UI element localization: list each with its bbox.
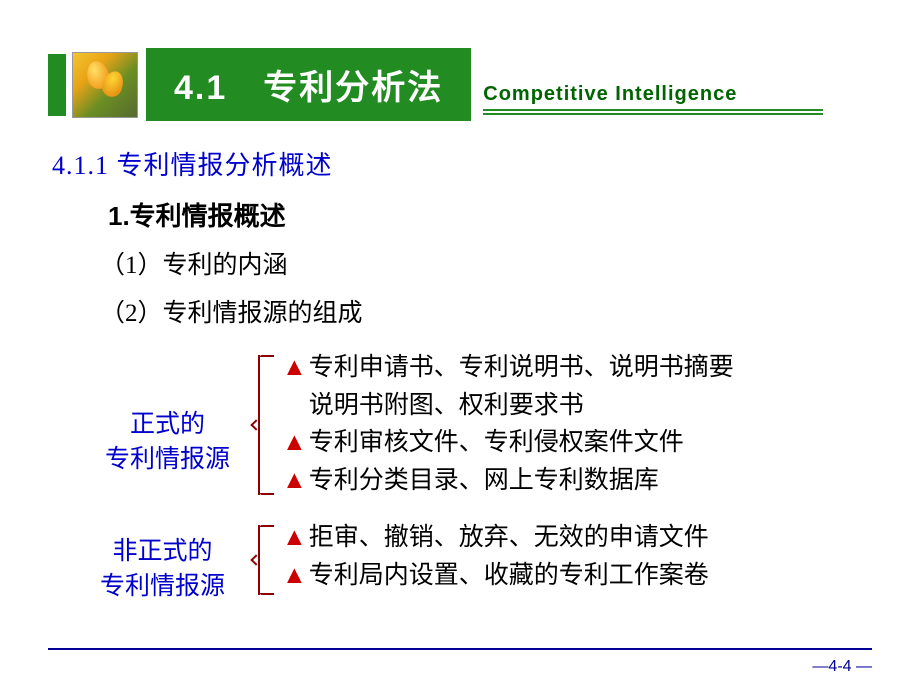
item-group-informal: ▲拒审、撤销、放弃、无效的申请文件 ▲专利局内设置、收藏的专利工作案卷	[282, 519, 709, 594]
item-text: 专利审核文件、专利侵权案件文件	[309, 429, 684, 456]
list-item: ▲专利分类目录、网上专利数据库	[282, 462, 734, 500]
header-row: 4.1 专利分析法 Competitive Intelligence	[0, 0, 920, 121]
subtitle-text: Competitive Intelligence	[483, 83, 823, 106]
label-line: 专利情报源	[100, 573, 225, 600]
list-item: ▲专利审核文件、专利侵权案件文件	[282, 424, 734, 462]
section-heading: 4.1.1 专利情报分析概述	[52, 145, 920, 182]
label-line: 非正式的	[113, 538, 213, 565]
category-label-formal: 正式的 专利情报源	[105, 407, 230, 477]
item-text: 专利分类目录、网上专利数据库	[309, 467, 659, 494]
category-label-informal: 非正式的 专利情报源	[100, 534, 225, 604]
brace-bracket-1	[258, 355, 282, 495]
triangle-marker-icon: ▲	[282, 524, 307, 551]
triangle-marker-icon: ▲	[282, 562, 307, 589]
triangle-marker-icon: ▲	[282, 354, 307, 381]
bullet-point-1: （1）专利的内涵	[100, 245, 920, 281]
label-line: 正式的	[130, 411, 205, 438]
item-text: 拒审、撤销、放弃、无效的申请文件	[309, 524, 709, 551]
flower-image	[72, 52, 138, 118]
subtitle-block: Competitive Intelligence	[483, 83, 823, 115]
triangle-marker-icon: ▲	[282, 429, 307, 456]
diagram-area: 正式的 专利情报源 非正式的 专利情报源 ▲专利申请书、专利说明书、说明书摘要 …	[0, 349, 920, 639]
bullet-point-2: （2）专利情报源的组成	[100, 293, 920, 329]
brace-bracket-2	[258, 525, 282, 595]
list-item: ▲说明书附图、权利要求书	[282, 387, 734, 425]
list-item: ▲专利局内设置、收藏的专利工作案卷	[282, 557, 709, 595]
accent-bar	[48, 54, 66, 116]
item-text: 专利申请书、专利说明书、说明书摘要	[309, 354, 734, 381]
footer-divider	[48, 648, 872, 650]
slide-title: 4.1 专利分析法	[146, 48, 471, 121]
list-item: ▲专利申请书、专利说明书、说明书摘要	[282, 349, 734, 387]
label-line: 专利情报源	[105, 446, 230, 473]
list-item: ▲拒审、撤销、放弃、无效的申请文件	[282, 519, 709, 557]
item-text: 说明书附图、权利要求书	[309, 392, 584, 419]
triangle-marker-icon: ▲	[282, 467, 307, 494]
section-subheading: 1.专利情报概述	[108, 196, 920, 233]
page-number: —4-4 —	[812, 658, 872, 676]
item-text: 专利局内设置、收藏的专利工作案卷	[309, 562, 709, 589]
double-underline	[483, 109, 823, 115]
item-group-formal: ▲专利申请书、专利说明书、说明书摘要 ▲说明书附图、权利要求书 ▲专利审核文件、…	[282, 349, 734, 499]
